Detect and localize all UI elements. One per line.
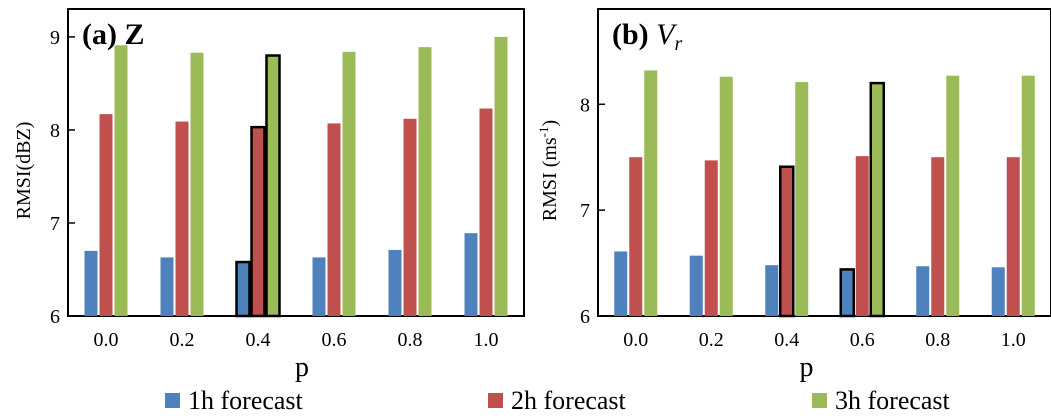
bar-3h-forecast-p0_2: [190, 52, 204, 316]
x-tick-label: 0.4: [774, 329, 799, 351]
y-tick-label: 7: [580, 200, 590, 222]
panel-title: (a) Z: [82, 18, 145, 51]
bar-1h-forecast-p0_6: [312, 257, 326, 316]
x-tick-label: 0.6: [322, 329, 347, 351]
x-tick-label: 0.0: [623, 329, 648, 351]
bar-2h-forecast-p0_8: [931, 157, 945, 316]
y-tick-label: 8: [580, 94, 590, 116]
bar-1h-forecast-p0_4: [235, 260, 251, 318]
x-tick-label: 0.8: [925, 329, 950, 351]
bar-2h-forecast-p0_8: [403, 118, 417, 316]
bar-2h-forecast-p0_0: [629, 157, 643, 316]
bar-3h-forecast-p0_6: [869, 81, 885, 318]
bar-3h-forecast-p0_0: [114, 45, 128, 316]
bar-1h-forecast-p0_0: [614, 251, 628, 316]
panel-title-letter: (b): [612, 18, 656, 51]
x-tick-label: 0.2: [170, 329, 195, 351]
legend-label: 1h forecast: [188, 386, 304, 415]
x-axis-label: p: [295, 352, 309, 383]
x-tick-label: 0.4: [246, 329, 271, 351]
plot-frame-0: [67, 8, 525, 317]
y-tick-label: 8: [50, 120, 60, 142]
y-tick-label: 9: [50, 27, 60, 49]
bar-2h-forecast-p0_2: [704, 160, 718, 316]
bar-1h-forecast-p0_6: [839, 268, 855, 318]
bar-1h-forecast-p1_0: [991, 267, 1005, 316]
bar-1h-forecast-p0_8: [916, 266, 930, 316]
legend-label: 3h forecast: [835, 386, 951, 415]
bar-1h-forecast-p0_8: [388, 249, 402, 316]
bar-3h-forecast-p1_0: [1021, 75, 1035, 316]
bar-3h-forecast-p0_8: [418, 47, 432, 316]
panel-title-variable: Z: [124, 18, 144, 51]
legend-swatch-2h: [488, 393, 503, 408]
legend-swatch-1h: [165, 393, 180, 408]
bar-2h-forecast-p0_0: [99, 114, 113, 317]
plot-frame-1: [597, 8, 1051, 317]
x-tick-label: 0.0: [94, 329, 119, 351]
bar-2h-forecast-p0_6: [327, 123, 341, 316]
bar-1h-forecast-p0_4: [765, 265, 779, 316]
bar-3h-forecast-p0_4: [795, 82, 809, 316]
x-tick-label: 0.2: [699, 329, 724, 351]
bar-2h-forecast-p1_0: [1006, 157, 1020, 316]
bar-1h-forecast-p0_2: [689, 255, 703, 316]
bar-1h-forecast-p1_0: [464, 233, 478, 316]
legend-label: 2h forecast: [511, 386, 627, 415]
y-axis-label-text: RMSI (ms: [539, 137, 561, 221]
x-tick-label: 1.0: [474, 329, 499, 351]
panel-title-variable: V: [656, 18, 678, 51]
x-tick-label: 0.8: [398, 329, 423, 351]
y-axis-label: RMSI (ms-1): [536, 120, 561, 221]
y-axis-label-end: ): [539, 120, 561, 127]
bar-3h-forecast-p1_0: [494, 36, 508, 317]
bar-1h-forecast-p0_2: [160, 257, 174, 316]
bar-2h-forecast-p0_4: [250, 125, 266, 318]
x-axis-label: p: [800, 352, 814, 383]
y-tick-label: 6: [580, 306, 590, 328]
bar-2h-forecast-p0_2: [175, 121, 189, 316]
panel-title-subscript: r: [675, 33, 683, 55]
x-tick-label: 0.6: [850, 329, 875, 351]
panel-title: (b) Vr: [612, 18, 683, 55]
legend-swatch-3h: [812, 393, 827, 408]
bar-3h-forecast-p0_4: [265, 54, 281, 318]
y-tick-label: 7: [50, 213, 60, 235]
y-axis-label-superscript: -1: [536, 126, 551, 137]
y-axis-label: RMSI(dBZ): [13, 122, 35, 220]
bar-3h-forecast-p0_8: [946, 75, 960, 316]
bar-2h-forecast-p0_4: [779, 165, 795, 318]
bar-3h-forecast-p0_6: [342, 51, 356, 316]
bar-3h-forecast-p0_0: [644, 70, 658, 317]
x-tick-label: 1.0: [1001, 329, 1026, 351]
bar-3h-forecast-p0_2: [719, 76, 733, 316]
bar-2h-forecast-p1_0: [479, 108, 493, 317]
y-axis-label-text: RMSI(dBZ): [13, 122, 35, 220]
y-tick-label: 6: [50, 306, 60, 328]
bar-1h-forecast-p0_0: [84, 250, 98, 316]
bar-2h-forecast-p0_6: [855, 156, 869, 316]
